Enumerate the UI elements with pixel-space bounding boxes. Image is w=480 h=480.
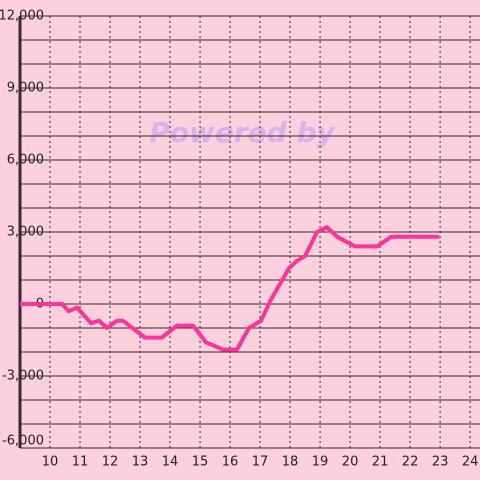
- x-tick-label: 15: [192, 455, 209, 470]
- y-tick-label: 6,000: [7, 153, 44, 168]
- data-line: [20, 225, 440, 352]
- x-tick-label: 11: [72, 455, 89, 470]
- x-tick-label: 24: [462, 455, 479, 470]
- x-tick-label: 13: [132, 455, 149, 470]
- x-tick-label: 10: [42, 455, 59, 470]
- y-tick-label: -6,000: [2, 434, 44, 449]
- y-tick-label: 12,000: [0, 9, 44, 24]
- watermark: Powered by: [149, 116, 336, 149]
- y-tick-label: 3,000: [7, 225, 44, 240]
- x-tick-label: 22: [402, 455, 419, 470]
- x-tick-label: 17: [252, 455, 269, 470]
- x-tick-label: 12: [102, 455, 119, 470]
- x-tick-label: 18: [282, 455, 299, 470]
- x-tick-label: 16: [222, 455, 239, 470]
- x-tick-label: 21: [372, 455, 389, 470]
- x-tick-label: 23: [432, 455, 449, 470]
- x-tick-label: 20: [342, 455, 359, 470]
- x-tick-label: 19: [312, 455, 329, 470]
- y-tick-label: 9,000: [7, 81, 44, 96]
- y-tick-label: -3,000: [2, 369, 44, 384]
- x-tick-label: 14: [162, 455, 179, 470]
